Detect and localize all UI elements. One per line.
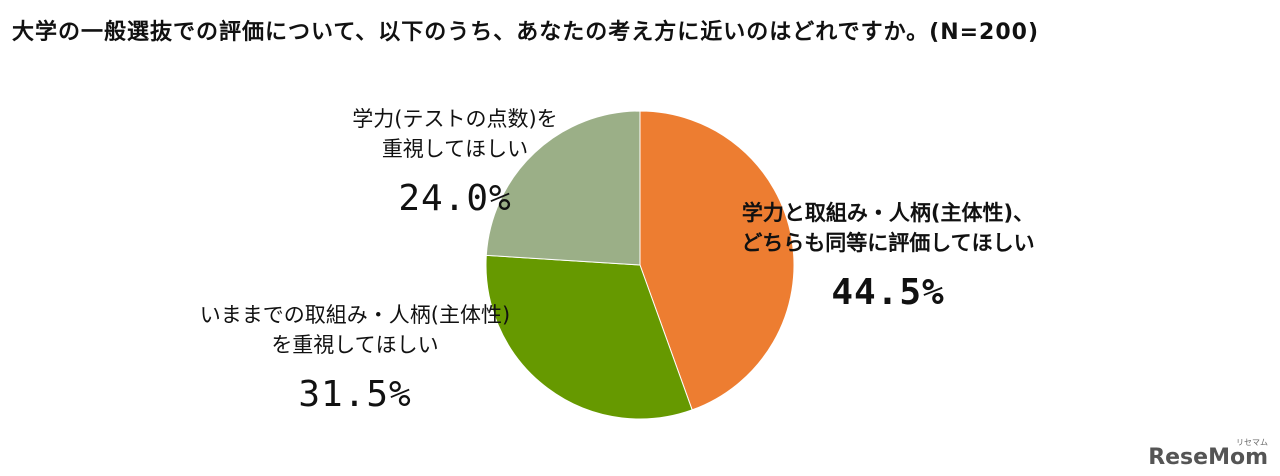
logo-small-text: リセマム xyxy=(1236,438,1268,447)
slice-label-line: 学力(テストの点数)を xyxy=(352,107,558,131)
chart-title: 大学の一般選抜での評価について、以下のうち、あなたの考え方に近いのはどれですか。… xyxy=(12,20,1040,45)
pie-slice-past xyxy=(485,254,693,420)
slice-value-label: 24.0% xyxy=(398,177,512,219)
slice-label-line: いままでの取組み・人柄(主体性) xyxy=(199,303,511,327)
slice-label-both: 学力と取組み・人柄(主体性)、 どちらも同等に評価してほしい 44.5% xyxy=(688,198,1088,319)
slice-value-label: 44.5% xyxy=(831,271,945,313)
slice-label-past: いままでの取組み・人柄(主体性) を重視してほしい 31.5% xyxy=(130,300,580,421)
resemom-logo[interactable]: ReseMom リセマム xyxy=(1148,438,1268,470)
slice-value-label: 31.5% xyxy=(298,373,412,415)
slice-label-line: 重視してほしい xyxy=(381,137,529,162)
slice-label-test: 学力(テストの点数)を 重視してほしい 24.0% xyxy=(300,104,610,225)
pie-slice-both xyxy=(639,110,795,411)
logo-text: ReseMom xyxy=(1148,445,1268,470)
slice-label-line: を重視してほしい xyxy=(271,333,439,358)
slice-label-line: 学力と取組み・人柄(主体性)、 xyxy=(741,201,1035,225)
slice-label-line: どちらも同等に評価してほしい xyxy=(741,231,1035,256)
pie-slice-test xyxy=(485,110,641,266)
